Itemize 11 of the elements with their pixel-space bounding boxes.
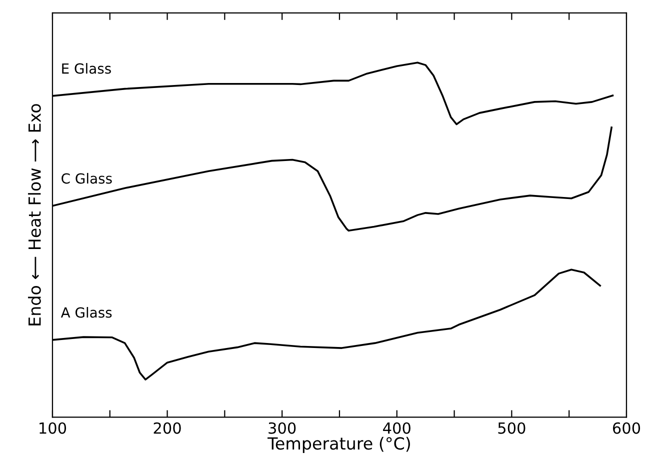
series-label: E Glass	[62, 63, 111, 74]
x-tick-label: 100	[40, 422, 66, 434]
series-label: A Glass	[60, 306, 112, 318]
x-tick-label: 300	[268, 422, 296, 434]
x-tick-label: 500	[498, 422, 526, 434]
y-axis-title: Endo ⟵ Heat Flow ⟶ Exo	[28, 104, 41, 326]
x-axis-title: Temperature (°C)	[268, 436, 410, 453]
x-tick-label: 400	[383, 422, 410, 434]
x-tick-label: 200	[154, 422, 181, 434]
x-tick-label: 600	[612, 422, 640, 434]
series-label: C Glass	[62, 172, 112, 184]
